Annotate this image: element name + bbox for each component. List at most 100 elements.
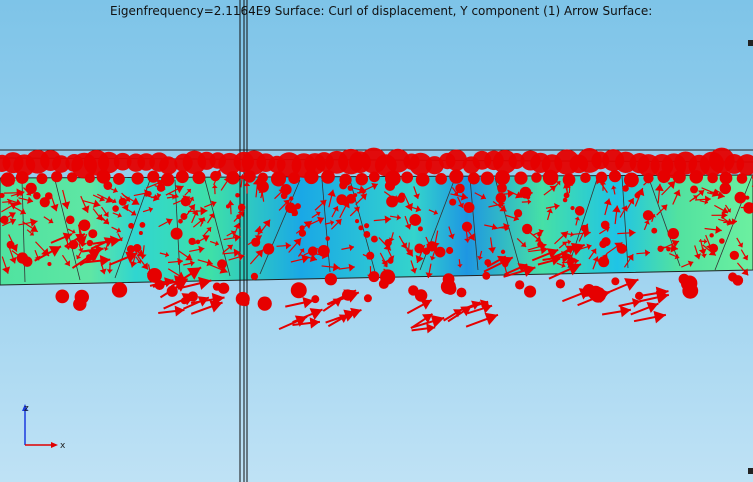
arrow-head bbox=[456, 287, 467, 298]
arrow-head bbox=[188, 196, 195, 202]
arrow-head bbox=[175, 185, 184, 194]
arrow-head bbox=[687, 260, 694, 267]
arrow-head bbox=[689, 170, 704, 184]
arrow-head bbox=[385, 148, 410, 173]
arrow-head bbox=[731, 218, 737, 226]
arrow-head bbox=[420, 299, 432, 310]
arrow-head bbox=[55, 289, 70, 304]
arrow-head bbox=[635, 187, 645, 197]
arrow-head bbox=[430, 314, 445, 328]
right-edge-marker-bottom bbox=[748, 468, 753, 474]
arrow-head bbox=[243, 170, 256, 183]
arrow-head bbox=[692, 195, 698, 201]
arrow-head bbox=[243, 181, 251, 187]
arrow-head bbox=[136, 259, 142, 264]
arrow-head bbox=[732, 275, 744, 286]
arrow-head bbox=[719, 171, 733, 185]
arrow-head bbox=[651, 227, 658, 234]
arrow-head bbox=[139, 222, 146, 228]
arrow-head bbox=[453, 309, 462, 318]
arrow-head bbox=[650, 214, 656, 218]
arrow-head bbox=[198, 276, 212, 290]
arrow-head bbox=[709, 233, 714, 238]
arrow-head bbox=[225, 204, 231, 209]
arrow-head bbox=[484, 259, 492, 266]
arrow-head bbox=[187, 291, 198, 302]
arrow-head bbox=[694, 253, 702, 260]
arrow-head bbox=[290, 282, 307, 299]
arrow-head bbox=[707, 172, 718, 184]
arrow-head bbox=[324, 273, 338, 286]
arrow-head bbox=[448, 233, 455, 239]
arrow-head bbox=[624, 278, 639, 291]
arrow-head bbox=[697, 190, 705, 197]
arrow-head bbox=[138, 231, 143, 236]
arrow-head bbox=[449, 198, 457, 206]
arrow-head bbox=[280, 192, 288, 200]
arrow-head bbox=[236, 214, 242, 220]
arrow-head bbox=[233, 248, 241, 257]
arrow-head bbox=[484, 312, 498, 326]
arrow-head bbox=[65, 215, 75, 225]
arrow-head bbox=[574, 216, 581, 221]
arrow-head bbox=[347, 185, 354, 191]
arrow-head bbox=[415, 172, 430, 187]
arrow-head bbox=[721, 211, 728, 220]
arrow-head bbox=[704, 195, 711, 204]
axis-triad bbox=[22, 404, 58, 448]
arrow-head bbox=[84, 172, 95, 184]
arrow-head bbox=[387, 257, 394, 264]
arrow-head bbox=[600, 220, 610, 230]
arrow-head bbox=[477, 255, 483, 260]
arrow-head bbox=[29, 231, 34, 236]
arrow-head bbox=[524, 285, 537, 298]
arrow-head bbox=[68, 239, 79, 250]
arrow-head bbox=[657, 170, 671, 184]
arrow-head bbox=[257, 180, 269, 193]
arrow-head bbox=[0, 192, 5, 199]
arrow-head bbox=[219, 265, 228, 274]
arrow-head bbox=[415, 205, 422, 213]
arrow-head bbox=[592, 256, 600, 263]
arrow-head bbox=[590, 248, 597, 255]
arrow-head bbox=[118, 197, 127, 206]
arrow-head bbox=[395, 197, 400, 202]
arrow-head bbox=[304, 169, 319, 185]
arrow-head bbox=[445, 149, 468, 171]
arrow-head bbox=[368, 271, 380, 283]
arrow-head bbox=[737, 242, 744, 248]
arrow-head bbox=[9, 202, 17, 210]
arrow-head bbox=[404, 223, 412, 230]
arrow-head bbox=[166, 285, 178, 297]
arrow-head bbox=[643, 173, 654, 184]
arrow-head bbox=[480, 193, 486, 200]
arrow-head bbox=[33, 191, 41, 200]
arrow-head bbox=[348, 263, 355, 272]
arrow-head bbox=[309, 317, 320, 329]
arrow-head bbox=[742, 254, 749, 261]
arrow-head bbox=[73, 297, 87, 311]
arrow-head bbox=[152, 193, 160, 202]
arrow-head bbox=[358, 185, 367, 194]
arrow-head bbox=[338, 314, 349, 324]
arrow-head bbox=[500, 249, 506, 255]
arrow-head bbox=[481, 301, 489, 309]
arrow-head bbox=[223, 176, 231, 184]
arrow-head bbox=[212, 282, 222, 291]
arrow-head bbox=[406, 249, 413, 257]
arrow-head bbox=[293, 238, 302, 247]
arrow-head bbox=[237, 203, 246, 212]
arrow-head bbox=[71, 229, 76, 234]
arrow-head bbox=[10, 243, 18, 252]
arrow-head bbox=[128, 222, 135, 229]
arrow-head bbox=[177, 257, 183, 266]
arrow-head bbox=[574, 257, 579, 265]
arrow-head bbox=[425, 272, 433, 279]
arrow-head bbox=[343, 309, 357, 322]
arrow-head bbox=[319, 199, 327, 207]
arrow-head bbox=[288, 172, 300, 184]
arrow-head bbox=[96, 169, 111, 184]
arrow-head bbox=[317, 216, 325, 225]
